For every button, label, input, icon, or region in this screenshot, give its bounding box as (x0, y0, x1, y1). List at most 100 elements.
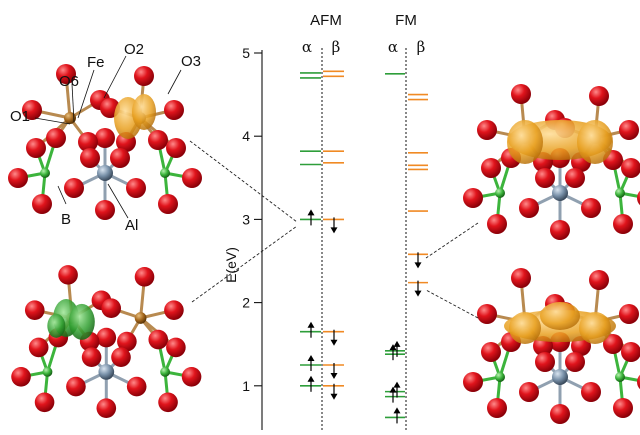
oxygen-atom (81, 347, 102, 368)
oxygen-atom (66, 376, 86, 397)
oxygen-atom (22, 100, 42, 120)
oxygen-atom (166, 337, 186, 358)
boron-atom (40, 168, 50, 178)
oxygen-atom (148, 329, 169, 350)
oxygen-atom (511, 268, 531, 288)
oxygen-atom (463, 372, 483, 392)
oxygen-atom (519, 382, 539, 402)
aluminum-atom (552, 185, 568, 201)
cluster-top-right (463, 84, 640, 240)
oxygen-atom (535, 168, 555, 188)
connector-br (425, 289, 479, 319)
afm-up-arrow (307, 321, 315, 328)
iron-atom (64, 112, 76, 124)
afm-up-arrow (307, 355, 315, 361)
boron-atom (160, 168, 170, 178)
energy-axis: 5 4 3 2 1 E(eV) (223, 45, 263, 430)
boron-atom (615, 188, 625, 198)
oxygen-atom (134, 66, 154, 86)
boron-atom (42, 367, 53, 377)
oxygen-atom (581, 382, 601, 402)
oxygen-atom (96, 398, 117, 418)
orbital-density (68, 303, 95, 340)
oxygen-atom (477, 120, 497, 140)
orbital-density (507, 120, 543, 164)
label-o2: O2 (124, 41, 144, 58)
label-b: B (61, 211, 71, 228)
oxygen-atom (166, 138, 186, 158)
iron-atom (134, 312, 147, 324)
fm-up-arrow (393, 407, 401, 414)
aluminum-atom (552, 369, 568, 385)
oxygen-atom (26, 138, 46, 158)
oxygen-atom (511, 84, 531, 104)
oxygen-atom (95, 128, 115, 148)
afm-down-arrow (330, 339, 338, 346)
oxygen-atom (481, 342, 501, 362)
orbital-density (47, 313, 66, 338)
oxygen-atom (96, 327, 117, 348)
orbital-density (540, 302, 580, 330)
afm-beta-label: β (332, 38, 341, 56)
oxygen-atom (64, 178, 84, 198)
fm-title: FM (395, 12, 417, 29)
fm-up-arrow (389, 344, 397, 351)
oxygen-atom (95, 200, 115, 220)
connector-bl (191, 225, 298, 303)
orbital-density (577, 120, 613, 164)
cluster-top-left (8, 64, 202, 220)
fm-up-arrow (393, 381, 401, 388)
afm-up-arrow (307, 375, 315, 382)
oxygen-atom (550, 220, 570, 240)
fm-down-arrow (414, 262, 422, 269)
oxygen-atom (565, 352, 585, 372)
oxygen-atom (487, 214, 507, 234)
oxygen-atom (148, 130, 168, 150)
axis-label: E(eV) (223, 247, 239, 283)
label-al: Al (125, 217, 138, 234)
axis-tick-label: 4 (242, 128, 250, 144)
oxygen-atom (603, 334, 623, 354)
oxygen-atom (32, 194, 52, 214)
label-fe: Fe (87, 54, 105, 71)
oxygen-atom (463, 188, 483, 208)
fm-alpha-label: α (388, 38, 398, 56)
oxygen-atom (637, 190, 640, 206)
axis-tick-label: 1 (242, 378, 250, 394)
oxygen-atom (535, 352, 555, 372)
oxygen-atom (589, 86, 609, 106)
afm-down-arrow (330, 393, 338, 400)
orbital-density (132, 94, 156, 130)
afm-down-arrow (330, 373, 338, 379)
label-o3: O3 (181, 53, 201, 70)
spin-arrows (307, 209, 422, 424)
aluminum-atom (97, 165, 113, 181)
afm-up-arrow (307, 209, 315, 216)
fm-beta-label: β (417, 38, 426, 56)
oxygen-atom (621, 342, 640, 362)
oxygen-atom (46, 128, 66, 148)
afm-down-arrow (330, 227, 338, 234)
oxygen-atom (111, 347, 131, 368)
fm-down-arrow (414, 290, 422, 297)
oxygen-atom (24, 300, 45, 320)
cluster-bottom-right (463, 268, 640, 424)
label-o1: O1 (10, 108, 30, 125)
afm-alpha-label: α (302, 38, 312, 56)
oxygen-atom (181, 367, 202, 387)
axis-tick-label: 2 (242, 295, 250, 311)
oxygen-atom (619, 120, 639, 140)
oxygen-atom (58, 265, 78, 285)
atom-label-leaders (34, 55, 182, 219)
boron-atom (160, 367, 171, 377)
connector-lines (189, 140, 479, 319)
oxygen-atom (613, 214, 633, 234)
connector-tl (189, 140, 298, 223)
energy-levels (300, 70, 428, 419)
atom-labels: O6 Fe O2 O3 O1 B Al (10, 41, 201, 234)
boron-atom (495, 372, 505, 382)
oxygen-atom (101, 298, 121, 319)
oxygen-atom (8, 168, 28, 188)
